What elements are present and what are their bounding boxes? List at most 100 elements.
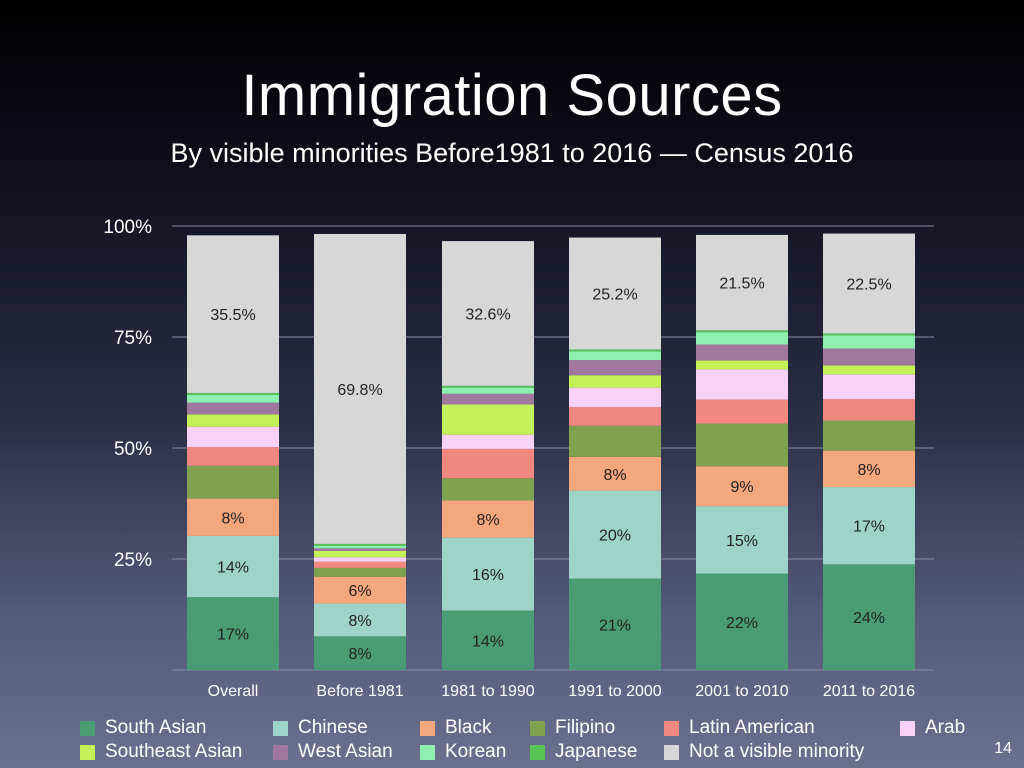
data-label-south-asian-2001-to-2010: 22% — [726, 615, 758, 632]
bar-segment-filipino-2011-to-2016 — [823, 420, 915, 451]
bar-segment-south-asian-overall — [187, 597, 279, 670]
y-tick-label: 75% — [114, 328, 152, 349]
data-label-not-a-visible-minority-1991-to-2000: 25.2% — [592, 286, 637, 303]
legend-swatch — [273, 720, 288, 736]
bar-segment-west-asian-overall — [187, 402, 279, 415]
legend-swatch — [900, 720, 915, 736]
bar-segment-not-a-visible-minority-2011-to-2016 — [823, 233, 915, 334]
bar-segment-filipino-2001-to-2010 — [696, 423, 788, 467]
bar-segment-chinese-before-1981 — [314, 603, 406, 637]
data-label-not-a-visible-minority-overall: 35.5% — [210, 307, 255, 324]
chart-data-labels: 17% 14% 8% 35.5% 8% 8% 6% 69.8% 14% 16% 8% 32.6% 21%… — [210, 276, 891, 664]
bar-segment-latin-american-2001-to-2010 — [696, 399, 788, 424]
bar-segment-west-asian-2001-to-2010 — [696, 344, 788, 361]
bar-segment-japanese-1981-to-1990 — [442, 385, 534, 388]
bar-segment-japanese-overall — [187, 392, 279, 395]
chart-gridlines — [172, 225, 934, 671]
data-label-south-asian-overall: 17% — [217, 627, 249, 644]
bar-segment-black-overall — [187, 498, 279, 536]
bar-segment-japanese-before-1981 — [314, 543, 406, 546]
data-label-not-a-visible-minority-1981-to-1990: 32.6% — [465, 306, 510, 323]
bar-segment-not-a-visible-minority-2001-to-2010 — [696, 234, 788, 331]
bar-segment-southeast-asian-before-1981 — [314, 551, 406, 558]
x-tick-label-1991-to-2000: 1991 to 2000 — [568, 683, 662, 700]
data-label-not-a-visible-minority-before-1981: 69.8% — [337, 382, 382, 399]
bar-segment-japanese-1991-to-2000 — [569, 349, 661, 352]
legend-item-west-asian: West Asian — [273, 740, 393, 764]
legend-item-japanese: Japanese — [530, 740, 637, 764]
y-axis-ticks: 100% 75% 50% 25% — [103, 217, 152, 571]
legend-swatch — [80, 720, 95, 736]
x-tick-label-overall: Overall — [208, 683, 259, 700]
bar-segment-black-before-1981 — [314, 576, 406, 604]
legend-label: Southeast Asian — [105, 741, 243, 762]
bar-segment-filipino-1991-to-2000 — [569, 425, 661, 457]
bar-segment-not-a-visible-minority-before-1981 — [314, 233, 406, 544]
legend-label: Japanese — [555, 741, 638, 762]
legend-swatch — [530, 720, 545, 736]
bar-segment-latin-american-1981-to-1990 — [442, 448, 534, 479]
data-label-chinese-1981-to-1990: 16% — [472, 567, 504, 584]
bar-segment-arab-overall — [187, 426, 279, 448]
data-label-chinese-before-1981: 8% — [348, 613, 371, 630]
bar-segment-filipino-before-1981 — [314, 567, 406, 577]
bar-segment-black-1991-to-2000 — [569, 456, 661, 491]
y-tick-label: 25% — [114, 550, 152, 571]
data-label-black-1981-to-1990: 8% — [476, 512, 499, 529]
slide-title: Immigration Sources — [241, 63, 783, 128]
bar-segment-southeast-asian-2001-to-2010 — [696, 360, 788, 370]
data-label-chinese-overall: 14% — [217, 560, 249, 577]
bar-segment-west-asian-2011-to-2016 — [823, 348, 915, 366]
bar-segment-korean-overall — [187, 394, 279, 403]
legend-item-filipino: Filipino — [530, 716, 615, 740]
bar-segment-chinese-2011-to-2016 — [823, 487, 915, 565]
legend-item-arab: Arab — [900, 716, 965, 740]
bar-segment-korean-1981-to-1990 — [442, 387, 534, 394]
legend-item-chinese: Chinese — [273, 716, 368, 740]
y-tick-label: 50% — [114, 439, 152, 460]
data-label-not-a-visible-minority-2001-to-2010: 21.5% — [719, 276, 764, 293]
x-tick-label-before-1981: Before 1981 — [316, 683, 403, 700]
bar-segment-chinese-1981-to-1990 — [442, 537, 534, 611]
slide-number: 14 — [994, 740, 1012, 757]
bar-segment-chinese-1991-to-2000 — [569, 490, 661, 579]
bar-segment-filipino-overall — [187, 465, 279, 499]
legend-swatch — [420, 744, 435, 760]
bar-segment-arab-2001-to-2010 — [696, 369, 788, 400]
bar-segment-japanese-2001-to-2010 — [696, 330, 788, 333]
bar-segment-west-asian-1991-to-2000 — [569, 360, 661, 376]
x-axis-ticks: Overall Before 1981 1981 to 1990 1991 to 20… — [208, 683, 916, 700]
bar-segment-southeast-asian-2011-to-2016 — [823, 365, 915, 375]
bar-segment-southeast-asian-overall — [187, 414, 279, 427]
legend-item-southeast-asian: Southeast Asian — [80, 740, 242, 764]
legend-label: Chinese — [298, 717, 368, 738]
y-tick-label: 100% — [103, 217, 152, 238]
legend-item-latin-american: Latin American — [664, 716, 815, 740]
bar-segment-latin-american-1991-to-2000 — [569, 407, 661, 426]
data-label-black-overall: 8% — [221, 510, 244, 527]
bar-segment-south-asian-1981-to-1990 — [442, 610, 534, 670]
x-tick-label-2011-to-2016: 2011 to 2016 — [823, 683, 915, 700]
bar-segment-latin-american-2011-to-2016 — [823, 399, 915, 421]
bar-segment-black-1981-to-1990 — [442, 500, 534, 538]
legend-label: Latin American — [689, 717, 815, 738]
bar-segment-black-2001-to-2010 — [696, 466, 788, 507]
legend-item-south-asian: South Asian — [80, 716, 206, 740]
bar-segment-south-asian-2011-to-2016 — [823, 564, 915, 670]
legend-swatch — [273, 744, 288, 760]
legend-label: Arab — [925, 717, 966, 738]
legend-item-not-a-visible-minority: Not a visible minority — [664, 740, 864, 764]
bar-segment-chinese-2001-to-2010 — [696, 506, 788, 574]
legend-item-black: Black — [420, 716, 491, 740]
bar-segment-latin-american-before-1981 — [314, 561, 406, 568]
bar-segment-korean-before-1981 — [314, 545, 406, 549]
bar-segment-korean-1991-to-2000 — [569, 351, 661, 361]
legend-item-korean: Korean — [420, 740, 506, 764]
bar-segment-arab-1981-to-1990 — [442, 434, 534, 449]
bar-segment-arab-before-1981 — [314, 557, 406, 562]
bar-segment-korean-2011-to-2016 — [823, 335, 915, 349]
data-label-south-asian-1991-to-2000: 21% — [599, 617, 631, 634]
bar-segment-latin-american-overall — [187, 447, 279, 466]
data-label-chinese-2011-to-2016: 17% — [853, 519, 885, 536]
